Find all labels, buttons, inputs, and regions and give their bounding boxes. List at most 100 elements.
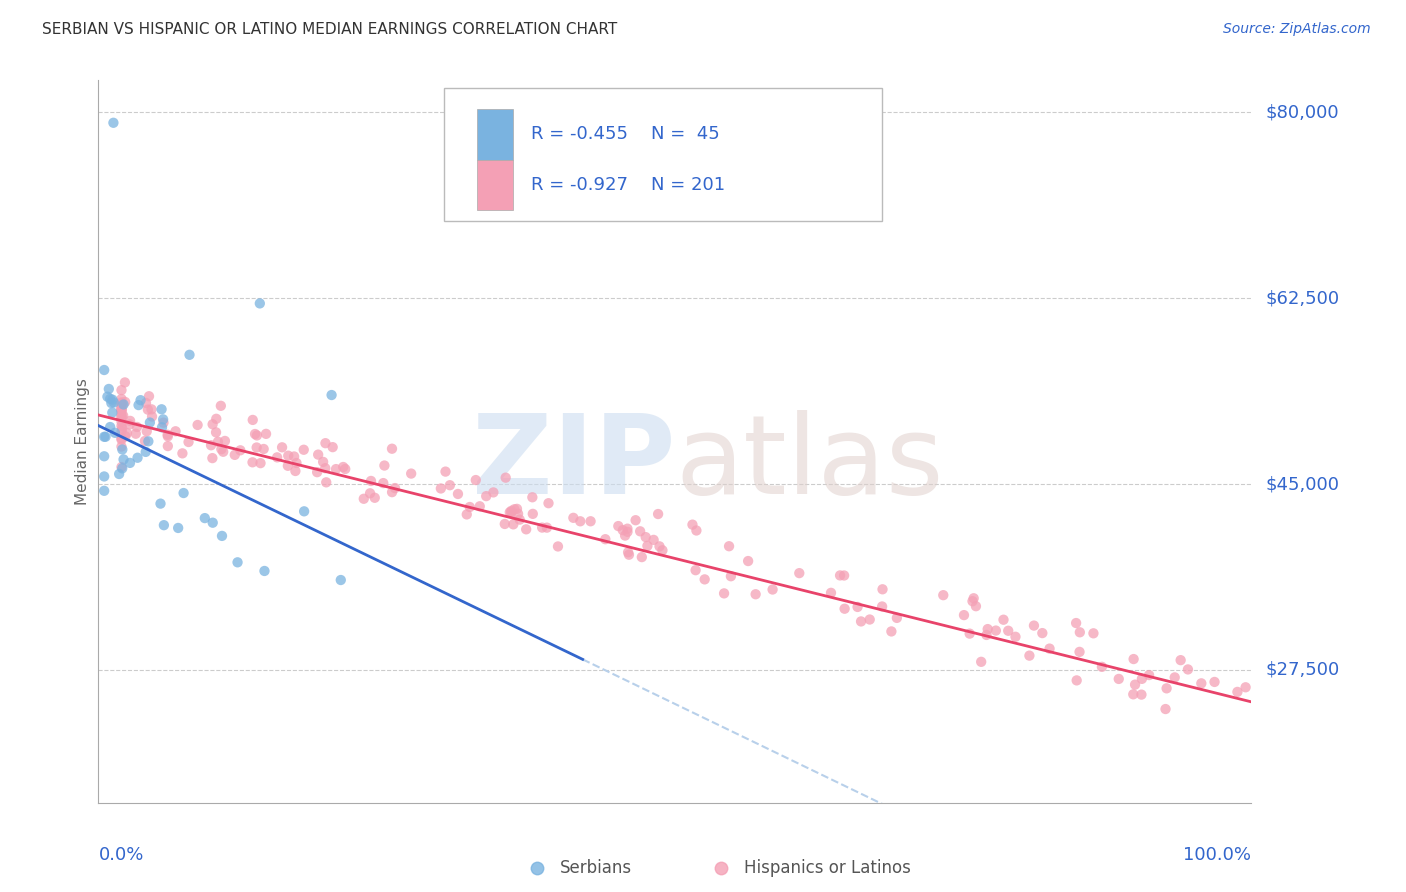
- Point: [1122, 687, 1144, 701]
- Point: [111, 442, 134, 457]
- Point: [499, 505, 522, 519]
- Point: [616, 522, 638, 536]
- Point: [509, 513, 531, 527]
- Point: [962, 594, 984, 608]
- Point: [579, 514, 602, 528]
- Point: [335, 462, 357, 476]
- Point: [110, 402, 132, 417]
- Point: [93, 363, 115, 377]
- Point: [110, 392, 132, 406]
- Point: [364, 491, 387, 505]
- Point: [127, 450, 149, 465]
- Point: [475, 489, 498, 503]
- Point: [522, 490, 544, 504]
- Point: [685, 524, 707, 538]
- Point: [1189, 676, 1212, 690]
- FancyBboxPatch shape: [477, 160, 513, 211]
- Text: 0.0%: 0.0%: [98, 847, 143, 864]
- Point: [834, 601, 856, 615]
- Point: [98, 420, 121, 434]
- Point: [322, 440, 344, 454]
- Point: [506, 507, 529, 521]
- Point: [1064, 615, 1087, 630]
- Point: [430, 482, 453, 496]
- Point: [932, 588, 955, 602]
- Point: [284, 464, 307, 478]
- Point: [332, 460, 354, 475]
- Point: [110, 415, 132, 429]
- Point: [1177, 662, 1199, 676]
- Point: [110, 398, 132, 412]
- Point: [612, 523, 634, 537]
- Point: [125, 426, 148, 441]
- Point: [110, 395, 132, 409]
- Point: [138, 389, 160, 403]
- Point: [1091, 660, 1114, 674]
- Point: [648, 540, 671, 554]
- Point: [880, 624, 903, 639]
- Point: [617, 548, 640, 562]
- Point: [110, 401, 132, 416]
- Point: [630, 550, 652, 565]
- Point: [172, 446, 194, 460]
- Point: [1031, 626, 1053, 640]
- Point: [1170, 653, 1192, 667]
- Point: [1234, 680, 1257, 694]
- Point: [506, 501, 529, 516]
- Point: [607, 519, 630, 533]
- Point: [846, 599, 869, 614]
- Point: [110, 403, 132, 417]
- Point: [110, 424, 132, 438]
- Point: [135, 396, 157, 410]
- Point: [292, 442, 315, 457]
- Point: [614, 528, 637, 542]
- Point: [201, 516, 224, 530]
- Point: [93, 469, 115, 483]
- Point: [976, 622, 998, 636]
- Point: [849, 615, 872, 629]
- Point: [959, 626, 981, 640]
- Point: [212, 444, 235, 458]
- Point: [135, 445, 157, 459]
- Point: [153, 518, 176, 533]
- Point: [634, 530, 657, 544]
- Point: [314, 436, 336, 450]
- Point: [1066, 673, 1088, 688]
- Point: [156, 427, 179, 442]
- Point: [114, 376, 136, 390]
- Point: [870, 599, 893, 614]
- Point: [965, 599, 987, 614]
- Point: [114, 395, 136, 409]
- Point: [314, 461, 336, 475]
- Point: [515, 522, 537, 536]
- Point: [214, 434, 236, 448]
- Point: [522, 507, 544, 521]
- Point: [187, 417, 209, 432]
- Point: [194, 511, 217, 525]
- Point: [1130, 672, 1153, 686]
- Point: [321, 388, 343, 402]
- Point: [139, 416, 162, 430]
- Point: [360, 474, 382, 488]
- Point: [242, 413, 264, 427]
- Point: [229, 443, 252, 458]
- Point: [201, 417, 224, 432]
- Text: SERBIAN VS HISPANIC OR LATINO MEDIAN EARNINGS CORRELATION CHART: SERBIAN VS HISPANIC OR LATINO MEDIAN EAR…: [42, 22, 617, 37]
- Point: [1163, 670, 1185, 684]
- Point: [149, 497, 172, 511]
- Point: [547, 540, 569, 554]
- Point: [103, 116, 125, 130]
- FancyBboxPatch shape: [477, 109, 513, 160]
- Point: [246, 441, 269, 455]
- Text: R = -0.927    N = 201: R = -0.927 N = 201: [531, 176, 725, 194]
- Point: [993, 613, 1015, 627]
- Point: [713, 586, 735, 600]
- Point: [307, 465, 329, 479]
- Point: [165, 424, 187, 438]
- Point: [292, 504, 315, 518]
- Point: [373, 458, 395, 473]
- Point: [787, 566, 810, 581]
- Point: [114, 429, 136, 443]
- Point: [643, 533, 665, 547]
- Point: [624, 513, 647, 527]
